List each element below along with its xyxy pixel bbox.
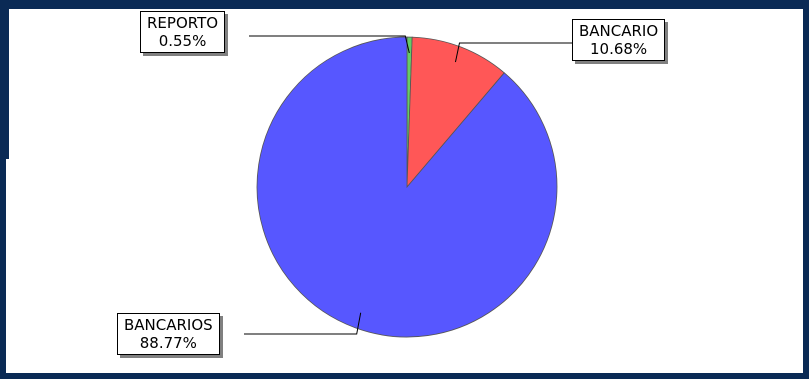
leader-line-bancario xyxy=(454,42,572,63)
leader-line-reporto xyxy=(249,35,410,54)
label-bancarios-value: 88.77% xyxy=(139,334,197,352)
frame-bottom xyxy=(0,373,809,379)
leader-line-bancarios xyxy=(244,312,362,335)
frame-right xyxy=(803,0,809,379)
label-bancarios-name: BANCARIOS xyxy=(124,316,213,334)
label-reporto: REPORTO 0.55% xyxy=(140,11,226,53)
label-reporto-value: 0.55% xyxy=(158,32,207,50)
label-bancario: BANCARIO 10.68% xyxy=(572,19,666,61)
label-reporto-name: REPORTO xyxy=(147,14,219,32)
frame-left xyxy=(0,0,6,379)
title-band xyxy=(0,0,809,9)
label-bancario-value: 10.68% xyxy=(589,40,648,58)
frame-left-notch xyxy=(0,9,9,159)
pie-slice-bancarios xyxy=(256,36,558,338)
label-bancarios: BANCARIOS 88.77% xyxy=(117,313,220,355)
pie-slice-bancario xyxy=(406,36,505,189)
label-bancario-name: BANCARIO xyxy=(579,22,659,40)
